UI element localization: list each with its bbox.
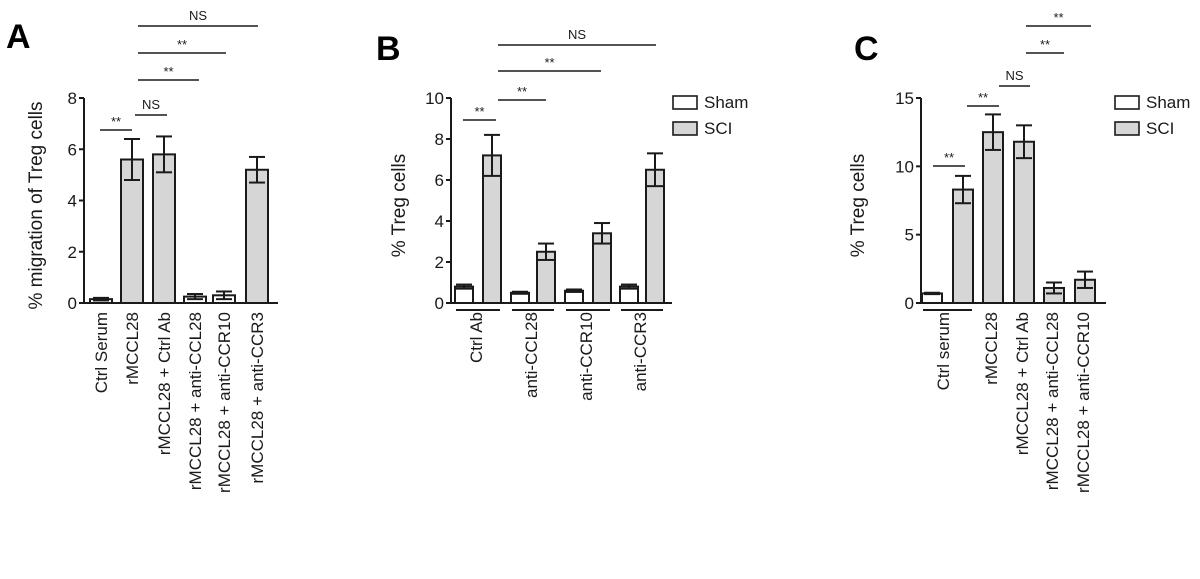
significance-label: ** bbox=[544, 55, 554, 70]
x-category-label: rMCCL28 + Ctrl Ab bbox=[1013, 312, 1032, 455]
x-category-label: rMCCL28 + anti-CCL28 bbox=[186, 312, 205, 490]
y-tick-label: 2 bbox=[68, 243, 77, 262]
y-tick-label: 15 bbox=[895, 89, 914, 108]
y-tick-label: 0 bbox=[905, 294, 914, 313]
y-tick-label: 4 bbox=[435, 212, 444, 231]
legend-label-sham: Sham bbox=[704, 93, 748, 112]
y-tick-label: 6 bbox=[68, 140, 77, 159]
bar bbox=[952, 188, 974, 304]
y-tick-label: 8 bbox=[435, 130, 444, 149]
significance-label: NS bbox=[1005, 68, 1023, 83]
legend-swatch-sci bbox=[1114, 121, 1140, 136]
legend-swatch-sham bbox=[1114, 95, 1140, 110]
bar bbox=[245, 168, 269, 304]
x-category-label: rMCCL28 bbox=[982, 312, 1001, 385]
significance-label: ** bbox=[978, 90, 988, 105]
y-axis-label: % Treg cells bbox=[848, 154, 869, 257]
significance-label: ** bbox=[111, 114, 121, 129]
significance-label: NS bbox=[568, 27, 586, 42]
bar bbox=[982, 131, 1004, 304]
y-tick-label: 5 bbox=[905, 226, 914, 245]
panel-label-c: C bbox=[854, 30, 879, 68]
x-category-label: anti-CCR3 bbox=[631, 312, 650, 391]
bar bbox=[482, 154, 502, 304]
bar bbox=[645, 168, 665, 304]
y-tick-label: 10 bbox=[895, 157, 914, 176]
significance-label: ** bbox=[1053, 10, 1063, 25]
y-axis-label: % migration of Treg cells bbox=[26, 101, 47, 309]
significance-label: ** bbox=[1040, 37, 1050, 52]
x-category-label: rMCCL28 + anti-CCR10 bbox=[1074, 312, 1093, 493]
significance-label: ** bbox=[163, 64, 173, 79]
legend-swatch-sci bbox=[672, 121, 698, 136]
x-category-label: Ctrl Serum bbox=[92, 312, 111, 393]
x-category-label: rMCCL28 + anti-CCL28 bbox=[1043, 312, 1062, 490]
legend-label-sham: Sham bbox=[1146, 93, 1190, 112]
y-tick-label: 0 bbox=[68, 294, 77, 313]
bar bbox=[152, 153, 176, 304]
y-tick-label: 0 bbox=[435, 294, 444, 313]
y-tick-label: 6 bbox=[435, 171, 444, 190]
significance-label: ** bbox=[474, 104, 484, 119]
legend-label-sci: SCI bbox=[1146, 119, 1174, 138]
panel-c: C 0 5 10 15 % Treg cells Ctrl serum rMCCL28 rMCC… bbox=[848, 10, 1190, 493]
panel-label-a: A bbox=[6, 18, 31, 56]
legend-label-sci: SCI bbox=[704, 119, 732, 138]
panel-b: B 0 2 4 6 8 10 % Treg cells Ctrl Ab anti-CCL28 ant… bbox=[376, 27, 748, 401]
y-tick-label: 10 bbox=[425, 89, 444, 108]
significance-label: NS bbox=[189, 8, 207, 23]
legend-swatch-sham bbox=[672, 95, 698, 110]
x-category-label: rMCCL28 + anti-CCR3 bbox=[248, 312, 267, 483]
panel-label-b: B bbox=[376, 30, 401, 68]
panel-a: A 0 2 4 6 8 % migration of Treg cells Ctrl Seru… bbox=[6, 8, 278, 493]
x-category-label: anti-CCL28 bbox=[522, 312, 541, 398]
x-category-label: rMCCL28 + Ctrl Ab bbox=[155, 312, 174, 455]
x-category-label: rMCCL28 + anti-CCR10 bbox=[215, 312, 234, 493]
y-tick-label: 2 bbox=[435, 253, 444, 272]
bar bbox=[120, 158, 144, 304]
x-category-label: anti-CCR10 bbox=[577, 312, 596, 401]
x-category-label: Ctrl serum bbox=[934, 312, 953, 390]
x-category-label: rMCCL28 bbox=[123, 312, 142, 385]
y-tick-label: 8 bbox=[68, 89, 77, 108]
bar bbox=[1013, 140, 1035, 304]
x-category-label: Ctrl Ab bbox=[467, 312, 486, 363]
y-axis-label: % Treg cells bbox=[389, 154, 410, 257]
significance-label: NS bbox=[142, 97, 160, 112]
y-tick-label: 4 bbox=[68, 192, 77, 211]
significance-label: ** bbox=[944, 150, 954, 165]
significance-label: ** bbox=[177, 37, 187, 52]
significance-label: ** bbox=[517, 84, 527, 99]
